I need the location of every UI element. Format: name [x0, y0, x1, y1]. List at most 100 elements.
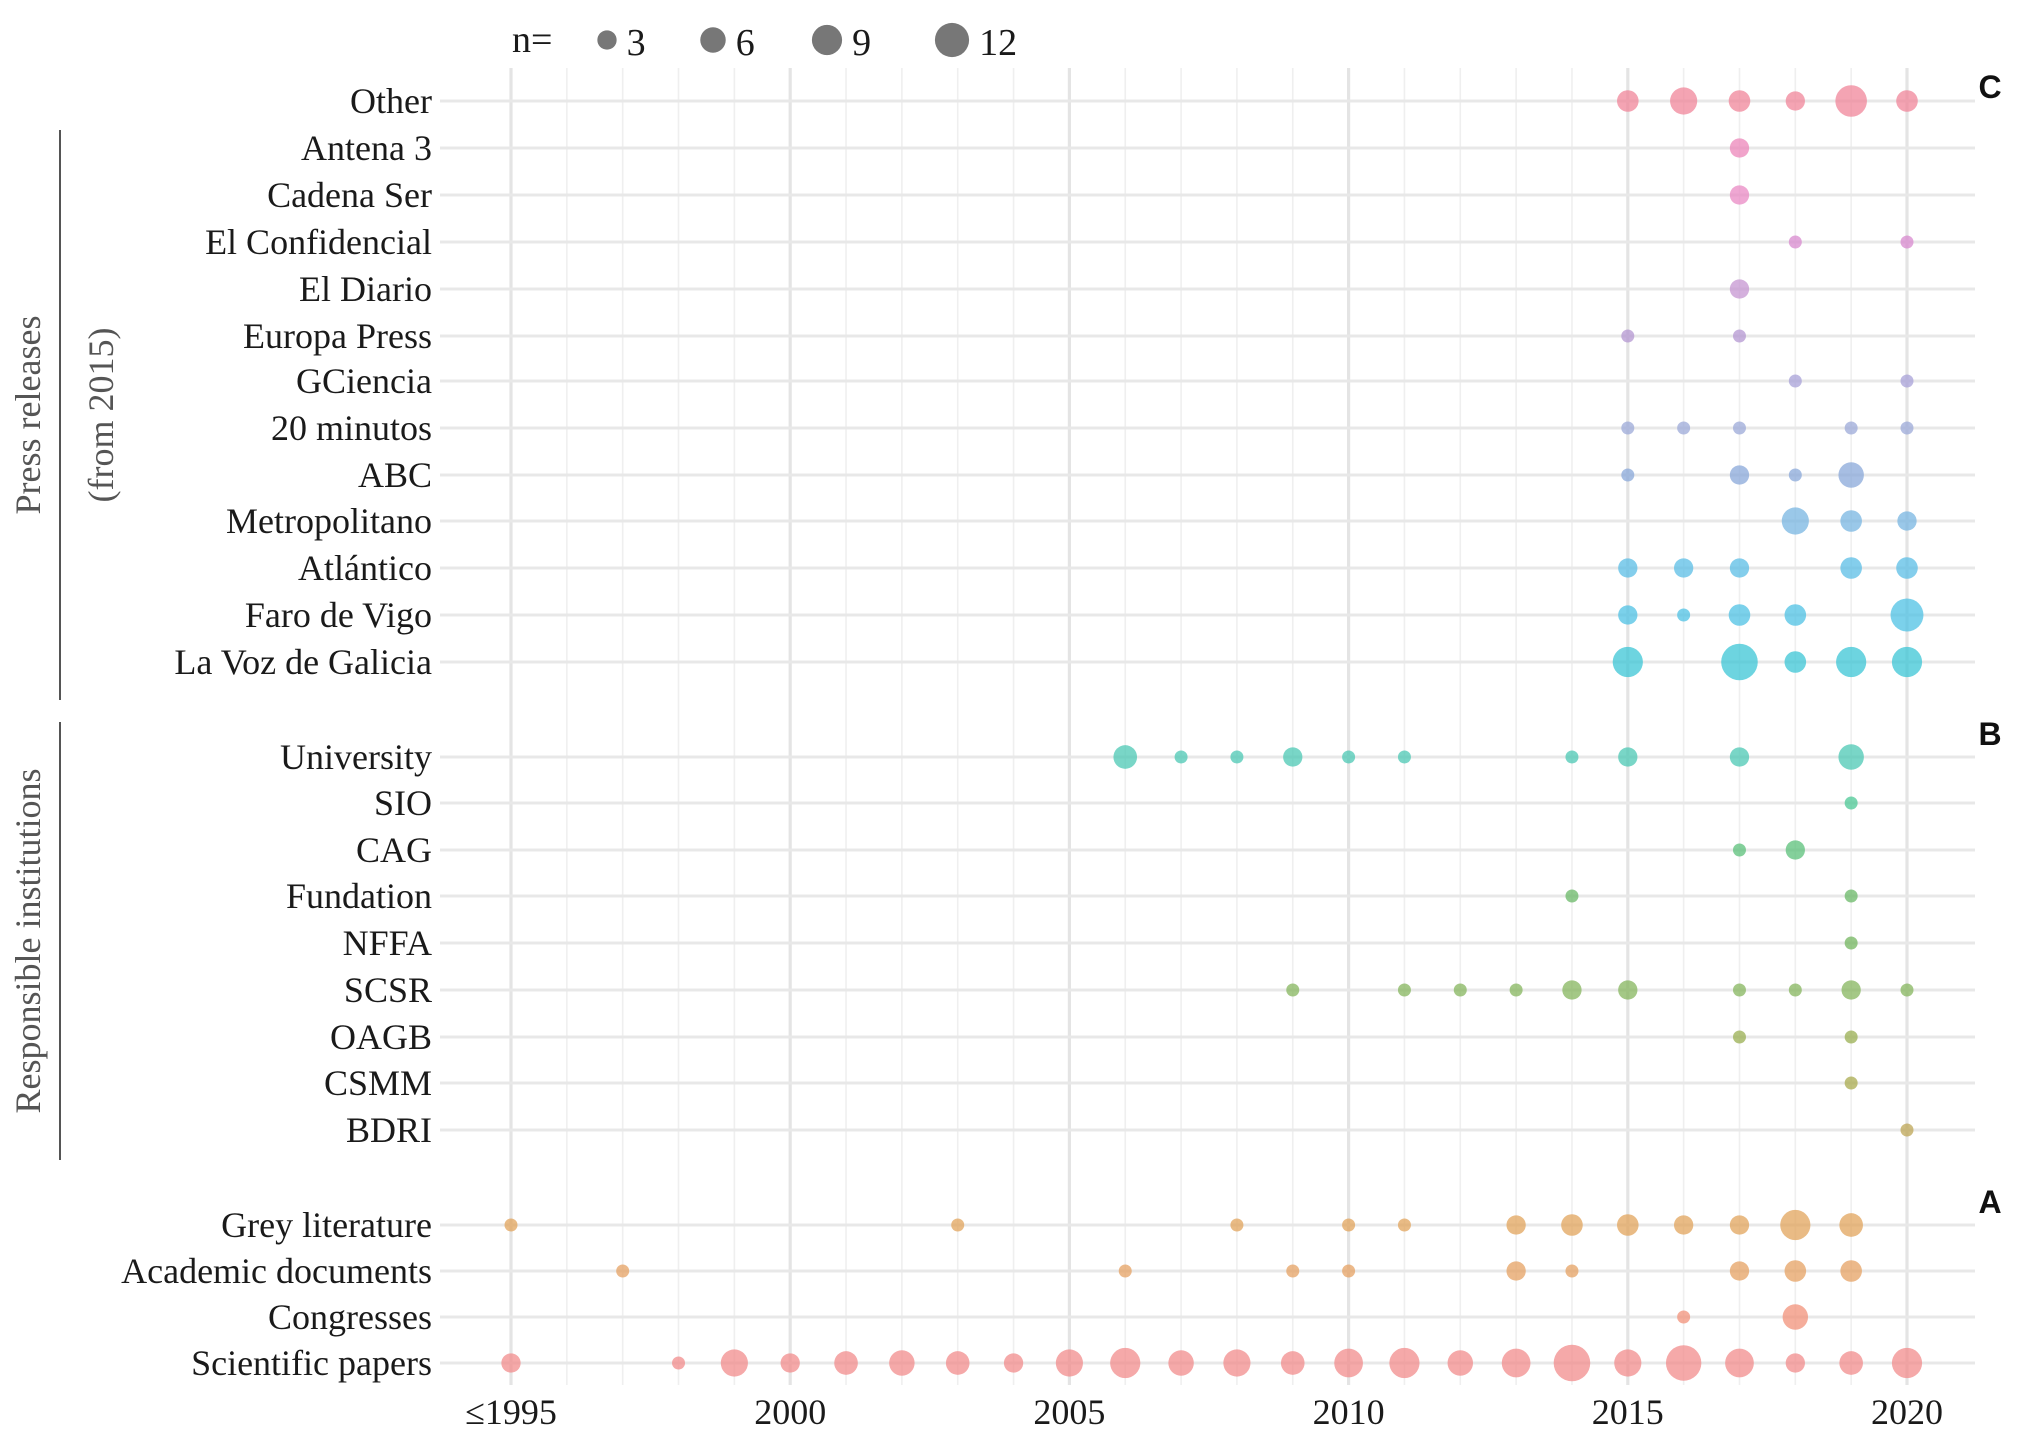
bubble-academic-documents-2014	[1565, 1264, 1579, 1278]
bubble-20-minutos-2015	[1621, 421, 1635, 435]
bubble-faro-de-vigo-2017	[1728, 604, 1751, 626]
bubble-bdri-2020	[1900, 1123, 1914, 1137]
bubble-other-2020	[1896, 90, 1918, 112]
bubble-scsr-2018	[1788, 983, 1802, 997]
legend-bubble-3	[597, 30, 617, 50]
bubble-europa-press-2015	[1621, 329, 1635, 343]
bubble-scientific-papers-2016	[1665, 1345, 1702, 1381]
legend-prefix: n=	[512, 19, 552, 61]
bubble-20-minutos-2020	[1900, 421, 1914, 435]
bubble-grey-literature-1995	[504, 1218, 518, 1232]
bubble-scientific-papers-2019	[1839, 1351, 1863, 1375]
bubble-university-2009	[1283, 747, 1303, 767]
bubble-cadena-ser-2017	[1729, 185, 1750, 205]
row-label-el-diario: El Diario	[299, 269, 432, 309]
legend-bubble-9	[811, 24, 843, 56]
bubble-congresses-2016	[1677, 1310, 1691, 1324]
bubble-grey-literature-2017	[1729, 1215, 1750, 1235]
bubble-20-minutos-2016	[1677, 421, 1691, 435]
row-label-20-minutos: 20 minutos	[271, 408, 432, 448]
bubble-other-2018	[1785, 91, 1805, 111]
row-label-congresses: Congresses	[268, 1297, 432, 1337]
bubble-scientific-papers-1998	[672, 1356, 686, 1370]
legend-label-6: 6	[736, 22, 755, 64]
bubble-metropolitano-2018	[1781, 507, 1809, 535]
bubble-el-diario-2017	[1729, 279, 1750, 299]
bubble-la-voz-de-galicia-2017	[1721, 643, 1758, 681]
row-label-scientific-papers: Scientific papers	[191, 1343, 432, 1383]
x-tick-label-2000: 2000	[754, 1392, 826, 1432]
bubble-scientific-papers-2004	[1003, 1353, 1024, 1373]
row-label-csmm: CSMM	[324, 1063, 432, 1103]
row-label-atl-ntico: Atlántico	[298, 548, 432, 588]
bubble-sio-2019	[1844, 796, 1858, 810]
bubble-nffa-2019	[1844, 936, 1858, 950]
bubble-grey-literature-2015	[1617, 1214, 1639, 1236]
bubble-scientific-papers-2014	[1553, 1344, 1591, 1382]
bubble-20-minutos-2019	[1844, 421, 1858, 435]
bubble-atl-ntico-2015	[1618, 558, 1638, 578]
bubble-europa-press-2017	[1732, 329, 1746, 343]
bubble-20-minutos-2017	[1732, 421, 1746, 435]
bubble-scsr-2015	[1618, 980, 1638, 1000]
bubble-scientific-papers-2015	[1614, 1349, 1642, 1377]
row-label-cadena-ser: Cadena Ser	[267, 175, 432, 215]
bubble-fundation-2014	[1565, 889, 1579, 903]
row-label-antena-3: Antena 3	[301, 128, 432, 168]
bubble-abc-2018	[1788, 468, 1802, 482]
bubble-congresses-2018	[1782, 1304, 1809, 1330]
bubble-scientific-papers-2005	[1055, 1349, 1083, 1377]
panel-letters: C B A	[1978, 69, 2001, 1220]
bubble-scsr-2012	[1453, 983, 1467, 997]
bubble-scientific-papers-2001	[834, 1351, 858, 1375]
row-labels: Other Antena 3 Cadena Ser El Confidencial El…	[121, 81, 432, 1383]
bubble-other-2017	[1728, 90, 1751, 112]
row-label-nffa: NFFA	[343, 923, 432, 963]
row-label-el-confidencial: El Confidencial	[205, 222, 432, 262]
x-tick-label-2005: 2005	[1033, 1392, 1105, 1432]
bubble-academic-documents-2009	[1286, 1264, 1300, 1278]
row-label-fundation: Fundation	[286, 876, 432, 916]
bubble-scientific-papers-2000	[780, 1353, 800, 1373]
bubble-atl-ntico-2017	[1729, 558, 1750, 578]
bubble-scientific-papers-2006	[1110, 1347, 1141, 1379]
bubble-scientific-papers-2010	[1334, 1348, 1363, 1378]
bubble-scientific-papers-2017	[1725, 1348, 1754, 1378]
bubble-oagb-2019	[1844, 1030, 1858, 1044]
bubble-faro-de-vigo-2016	[1677, 608, 1691, 622]
bubble-university-2015	[1618, 747, 1638, 767]
row-label-faro-de-vigo: Faro de Vigo	[245, 595, 432, 635]
bubble-grey-literature-2011	[1397, 1218, 1411, 1232]
bubble-scsr-2017	[1732, 983, 1746, 997]
panel-letter-a: A	[1978, 1184, 2001, 1220]
bubble-grey-literature-2010	[1342, 1218, 1356, 1232]
bubble-faro-de-vigo-2015	[1618, 605, 1638, 625]
bubble-university-2017	[1729, 747, 1750, 767]
bubble-la-voz-de-galicia-2015	[1612, 646, 1643, 678]
row-label-la-voz-de-galicia: La Voz de Galicia	[174, 642, 432, 682]
bubble-scsr-2013	[1509, 983, 1523, 997]
bubble-other-2019	[1835, 85, 1867, 117]
bubble-la-voz-de-galicia-2018	[1784, 651, 1807, 673]
bubble-faro-de-vigo-2018	[1784, 604, 1807, 626]
bubble-csmm-2019	[1844, 1076, 1858, 1090]
bubble-university-2010	[1342, 750, 1356, 764]
bubble-el-confidencial-2020	[1900, 235, 1914, 249]
data-points	[501, 85, 1924, 1382]
bubble-academic-documents-2010	[1342, 1264, 1356, 1278]
bubble-scsr-2011	[1397, 983, 1411, 997]
bubble-gciencia-2018	[1788, 374, 1802, 388]
bubble-university-2019	[1838, 744, 1864, 770]
legend-bubble-6	[700, 27, 726, 53]
row-label-sio: SIO	[374, 783, 432, 823]
group-brackets: Press releases (from 2015) Responsible ins…	[8, 130, 121, 1160]
x-tick-label-2010: 2010	[1313, 1392, 1385, 1432]
bubble-metropolitano-2019	[1840, 510, 1862, 532]
row-label-grey-literature: Grey literature	[221, 1205, 432, 1245]
bubble-academic-documents-2019	[1840, 1260, 1862, 1282]
bubble-scientific-papers-2003	[945, 1351, 970, 1375]
row-label-abc: ABC	[358, 455, 432, 495]
group-label-responsible-institutions: Responsible institutions	[8, 768, 48, 1113]
bubble-gciencia-2020	[1900, 374, 1914, 388]
